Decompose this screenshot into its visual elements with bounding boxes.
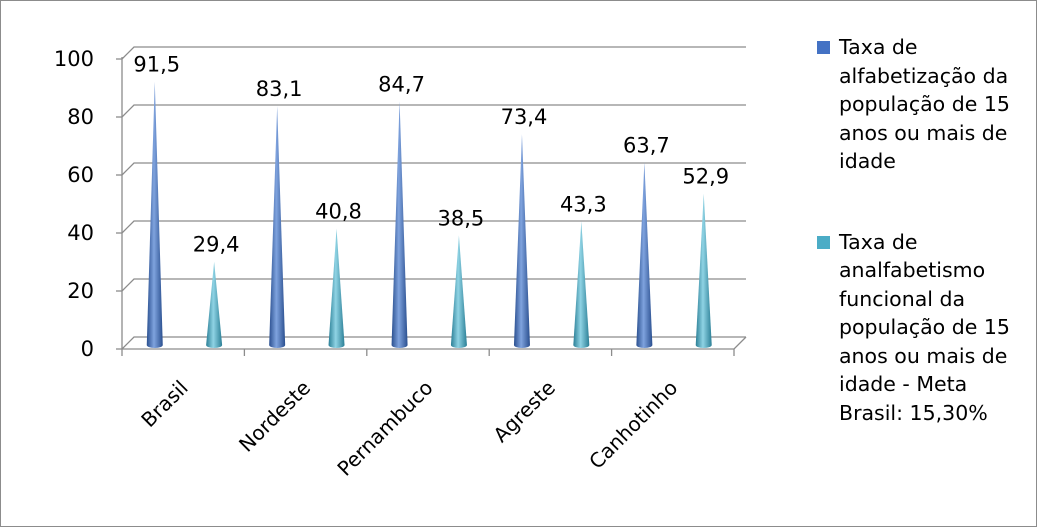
gridline (121, 278, 746, 292)
bar-analfabetismo (328, 228, 345, 348)
bar-alfabetizacao (391, 101, 408, 349)
bar-analfabetismo (695, 193, 712, 348)
x-category-label: Canhotinho (584, 376, 682, 474)
gridline (121, 336, 746, 350)
y-tick-label: 0 (81, 337, 94, 361)
bar-alfabetizacao (513, 134, 530, 348)
bar-analfabetismo (450, 235, 467, 348)
legend-swatch-alfabetizacao (817, 41, 830, 54)
data-label-alfabetizacao: 73,4 (501, 105, 548, 129)
legend-label-analfabetismo: Taxa de analfabetismo funcional da popul… (839, 229, 1010, 425)
x-category-label: Brasil (136, 376, 192, 432)
y-tick-label: 80 (67, 105, 94, 129)
data-label-alfabetizacao: 84,7 (378, 72, 425, 96)
legend-item-analfabetismo: Taxa de analfabetismo funcional da popul… (817, 228, 1032, 428)
data-label-analfabetismo: 40,8 (315, 200, 362, 224)
y-tick-label: 60 (67, 163, 94, 187)
bar-alfabetizacao (636, 162, 653, 348)
gridline (121, 162, 746, 176)
gridline (121, 46, 746, 60)
y-tick-label: 20 (67, 279, 94, 303)
data-label-alfabetizacao: 91,5 (133, 53, 180, 77)
legend-label-alfabetizacao: Taxa de alfabetização da população de 15… (839, 35, 1010, 173)
bar-alfabetizacao (146, 81, 163, 349)
legend-swatch-analfabetismo (817, 235, 830, 249)
bar-analfabetismo (206, 261, 223, 348)
legend: Taxa de alfabetização da população de 15… (817, 33, 1032, 427)
data-label-alfabetizacao: 83,1 (256, 77, 303, 101)
x-category-label: Agreste (488, 376, 559, 447)
data-label-analfabetismo: 38,5 (438, 206, 485, 230)
bar-alfabetizacao (269, 106, 286, 348)
data-label-analfabetismo: 52,9 (682, 165, 729, 189)
y-tick-label: 40 (67, 221, 94, 245)
data-label-analfabetismo: 29,4 (193, 233, 240, 257)
data-label-analfabetismo: 43,3 (560, 192, 607, 216)
data-label-alfabetizacao: 63,7 (623, 133, 670, 157)
legend-item-alfabetizacao: Taxa de alfabetização da população de 15… (817, 33, 1032, 176)
bar-analfabetismo (573, 221, 590, 348)
x-category-label: Pernambuco (332, 376, 437, 481)
x-category-label: Nordeste (234, 376, 315, 457)
y-tick-label: 100 (54, 47, 94, 71)
gridline (121, 104, 746, 118)
gridline (121, 220, 746, 234)
